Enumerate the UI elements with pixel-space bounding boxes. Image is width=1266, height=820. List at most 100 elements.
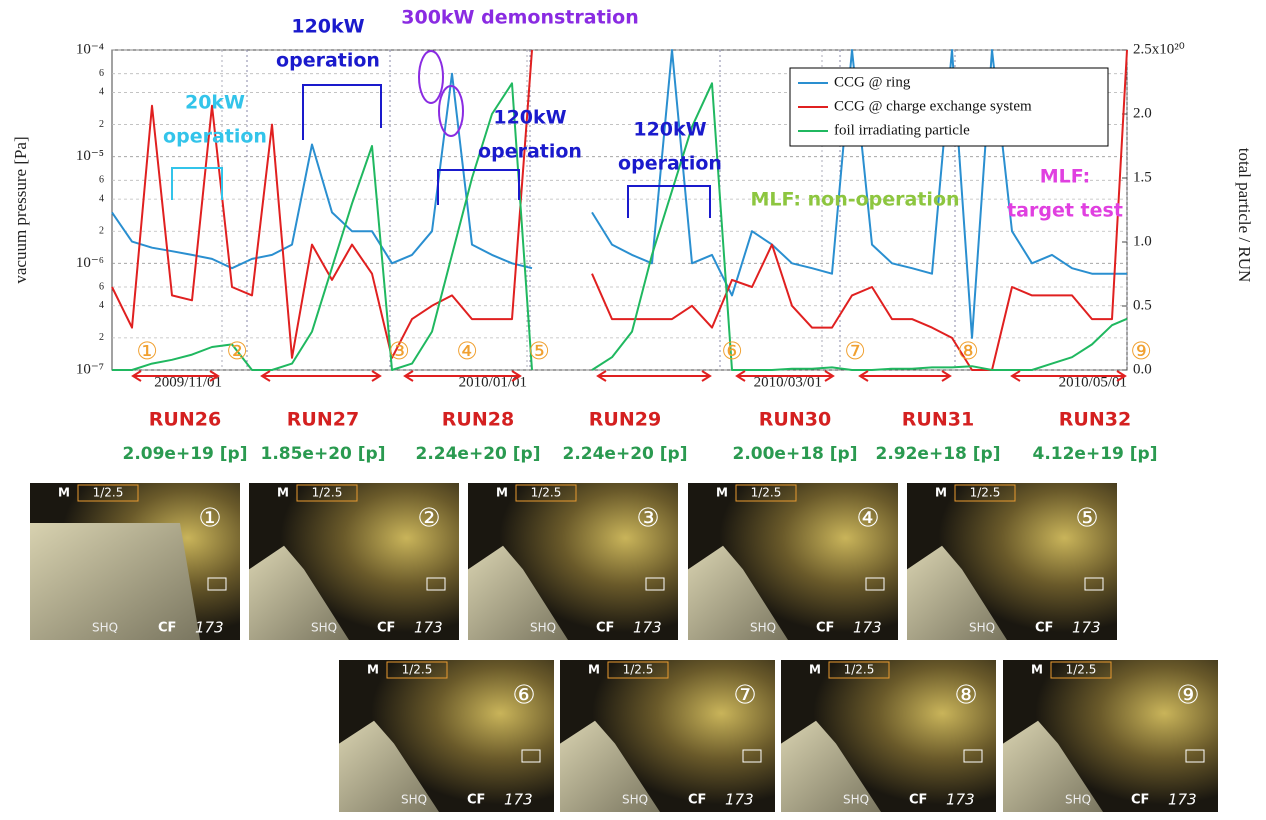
y-tick-label: 2 [99,226,104,237]
photo-icon [742,749,762,763]
run-name: RUN32 [1059,409,1131,431]
photo-quality: SHQ [92,621,118,635]
photo-count: 173 [414,619,443,637]
photo-icon [426,577,446,591]
photo-rock [781,720,881,812]
bracket [171,167,223,200]
photo-shutter: 1/2.5 [93,486,124,500]
photo-marker: ⑤ [528,337,550,365]
y-tick-label: 10⁻⁴ [76,41,104,57]
y-tick-label: 6 [99,281,104,292]
photo-label: ① [198,504,221,534]
photo-card: CF [467,793,485,808]
x-tick-label: 2010/05/01 [1059,374,1127,390]
photo-shutter-box [386,661,448,679]
y2-tick-label: 0.5 [1133,297,1152,313]
photo-marker: ⑥ [721,337,743,365]
photo-quality: SHQ [843,793,869,807]
run-name: RUN28 [442,409,514,431]
x-tick-label: 2009/11/01 [154,374,222,390]
photo-count: 173 [1072,619,1101,637]
series-line [111,49,1128,371]
photo-label: ⑤ [1075,504,1098,534]
photo-rock [907,545,1007,640]
photo-label: ② [417,504,440,534]
photo: M 1/2.5 ④ SHQ CF 173 [688,483,898,640]
photo-card: CF [158,621,176,636]
run-name: RUN27 [287,409,359,431]
run-name: RUN30 [759,409,831,431]
photo-shutter: 1/2.5 [751,486,782,500]
photo-shutter-box [607,661,669,679]
y2-axis-label: total particle / RUN [1235,148,1254,283]
photo-marker: ⑨ [1130,337,1152,365]
run-arrow [260,370,382,382]
run-name: RUN31 [902,409,974,431]
y2-tick-label: 1.0 [1133,233,1152,249]
x-tick-label: 2010/01/01 [459,374,527,390]
photo-mode: M [58,486,70,500]
photo-rock [249,545,349,640]
photo-card: CF [377,621,395,636]
run-particles: 4.12e+19 [p] [1032,444,1157,464]
y-tick-label: 4 [99,87,104,98]
bracket [627,185,711,218]
annotation: 20kW [185,92,245,114]
photo-marker: ① [136,337,158,365]
photo-shutter: 1/2.5 [970,486,1001,500]
photo: M 1/2.5 ⑨ SHQ CF 173 [1003,660,1218,812]
photo-shutter-box [515,484,577,502]
photo-icon [645,577,665,591]
photo-rock [560,720,660,812]
photo: M 1/2.5 ② SHQ CF 173 [249,483,459,640]
photo-quality: SHQ [530,621,556,635]
run-particles: 2.09e+19 [p] [122,444,247,464]
y-tick-label: 10⁻⁷ [76,361,104,377]
photo-mode: M [716,486,728,500]
photo-label: ⑦ [733,681,756,711]
photo-marker: ④ [456,337,478,365]
photo-icon [963,749,983,763]
legend-label: CCG @ charge exchange system [834,98,1032,114]
photo: M 1/2.5 ① SHQ CF 173 [30,483,240,640]
photo-shutter-box [296,484,358,502]
annotation: target test [1007,200,1123,222]
run-arrow [1010,370,1127,382]
run-particles: 2.24e+20 [p] [415,444,540,464]
run-particles: 2.92e+18 [p] [875,444,1000,464]
photo-card: CF [909,793,927,808]
photo-marker: ⑧ [957,337,979,365]
photo-marker: ③ [388,337,410,365]
photo-card: CF [1131,793,1149,808]
photo-icon [521,749,541,763]
y2-tick-label: 2.0 [1133,105,1152,121]
highlight [438,85,464,137]
annotation: operation [618,153,722,175]
annotation: MLF: non-operation [750,189,959,211]
legend-box [789,67,1109,147]
photo-card: CF [596,621,614,636]
y2-tick-label: 2.5x10²⁰ [1133,41,1185,57]
photo-count: 173 [725,791,754,809]
photo-shutter: 1/2.5 [844,663,875,677]
photo: M 1/2.5 ③ SHQ CF 173 [468,483,678,640]
run-particles: 1.85e+20 [p] [260,444,385,464]
photo-rock [339,720,439,812]
photo-shutter-box [828,661,890,679]
photo-quality: SHQ [1065,793,1091,807]
y-tick-label: 10⁻⁵ [76,148,104,164]
photo-marker: ⑦ [844,337,866,365]
y-tick-label: 10⁻⁶ [76,255,104,271]
legend-label: CCG @ ring [834,74,911,90]
y-tick-label: 2 [99,119,104,130]
photo-rock [30,523,200,640]
photo-card: CF [1035,621,1053,636]
photo-shutter: 1/2.5 [531,486,562,500]
photo-mode: M [1031,663,1043,677]
annotation: MLF: [1040,166,1091,188]
run-arrow [596,370,712,382]
run-arrow [735,370,835,382]
photo-quality: SHQ [622,793,648,807]
photo-mode: M [935,486,947,500]
